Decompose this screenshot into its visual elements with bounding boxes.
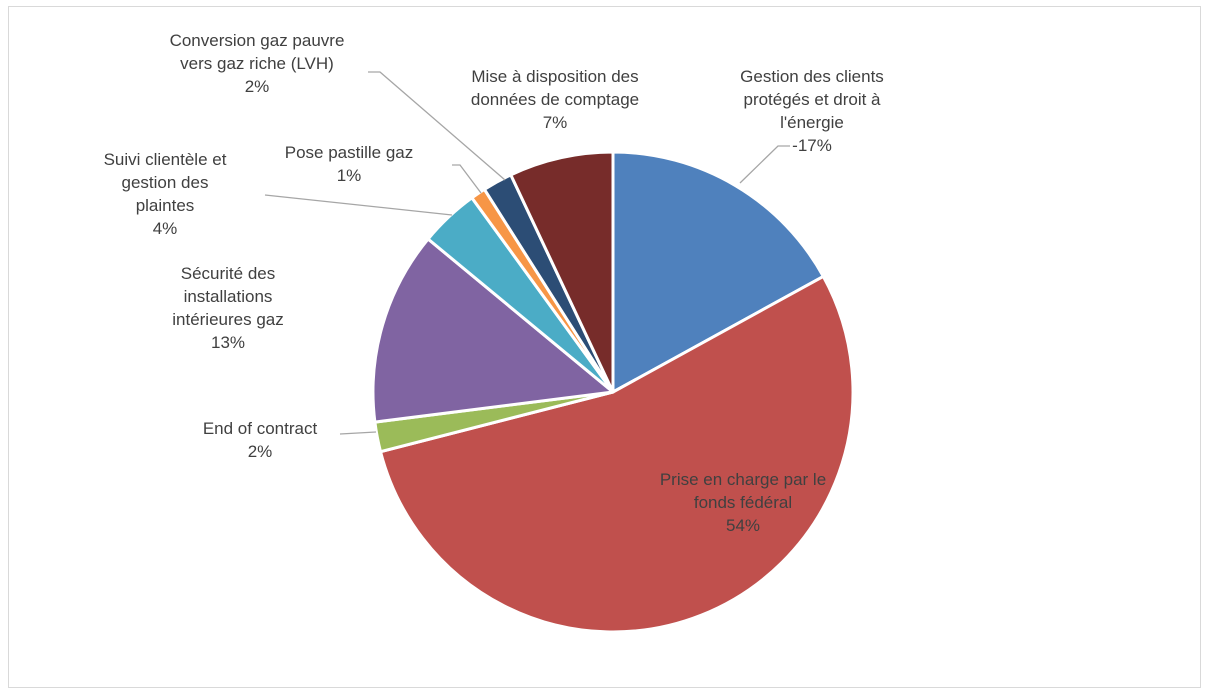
slice-label-line: -17% — [792, 136, 832, 155]
slice-label-line: 7% — [543, 113, 568, 132]
slice-label-line: intérieures gaz — [172, 310, 284, 329]
slice-label-line: Suivi clientèle et — [104, 150, 227, 169]
slice-label-line: Conversion gaz pauvre — [170, 31, 345, 50]
slice-data-label: Mise à disposition des données de comptag… — [471, 67, 639, 132]
pie-slice — [379, 274, 855, 634]
pie-slice — [611, 150, 825, 394]
slice-label-line: plaintes — [136, 196, 195, 215]
slice-label-line: 4% — [153, 219, 178, 238]
slice-label-line: 13% — [211, 333, 245, 352]
leader-line — [339, 431, 377, 435]
pie-slice — [371, 237, 615, 424]
slice-data-label: Gestion des clients protégés et droit à l'… — [740, 67, 884, 155]
pie-slice — [509, 150, 615, 394]
slice-label-line: fonds fédéral — [694, 493, 792, 512]
slice-label-line: données de comptage — [471, 90, 639, 109]
slice-label-line: Pose pastille gaz — [285, 143, 414, 162]
slice-label-line: 2% — [248, 442, 273, 461]
slice-label-line: Mise à disposition des — [471, 67, 638, 86]
slice-label-line: vers gaz riche (LVH) — [180, 54, 334, 73]
leader-line — [264, 194, 453, 216]
slice-data-label: End of contract 2% — [203, 419, 318, 461]
leader-line — [452, 164, 482, 194]
slice-data-label: Sécurité des installations intérieures gaz… — [172, 264, 284, 352]
slice-data-label: Suivi clientèle et gestion des plaintes 4% — [104, 150, 227, 238]
slice-label-line: gestion des — [122, 173, 209, 192]
slice-label-line: 1% — [337, 166, 362, 185]
slice-label-line: 2% — [245, 77, 270, 96]
slice-label-line: Gestion des clients — [740, 67, 884, 86]
slice-label-line: installations — [184, 287, 273, 306]
slice-label-line: 54% — [726, 516, 760, 535]
leader-line — [368, 71, 506, 181]
slice-data-label: Prise en charge par le fonds fédéral 54% — [660, 470, 826, 535]
slice-data-label: Conversion gaz pauvre vers gaz riche (LVH… — [170, 31, 345, 96]
slice-label-line: Sécurité des — [181, 264, 276, 283]
leader-line — [739, 145, 790, 184]
slice-label-line: protégés et droit à — [743, 90, 881, 109]
slice-label-line: Prise en charge par le — [660, 470, 826, 489]
slice-label-line: l'énergie — [780, 113, 844, 132]
slice-data-label: Pose pastille gaz 1% — [285, 143, 414, 185]
slice-label-line: End of contract — [203, 419, 318, 438]
